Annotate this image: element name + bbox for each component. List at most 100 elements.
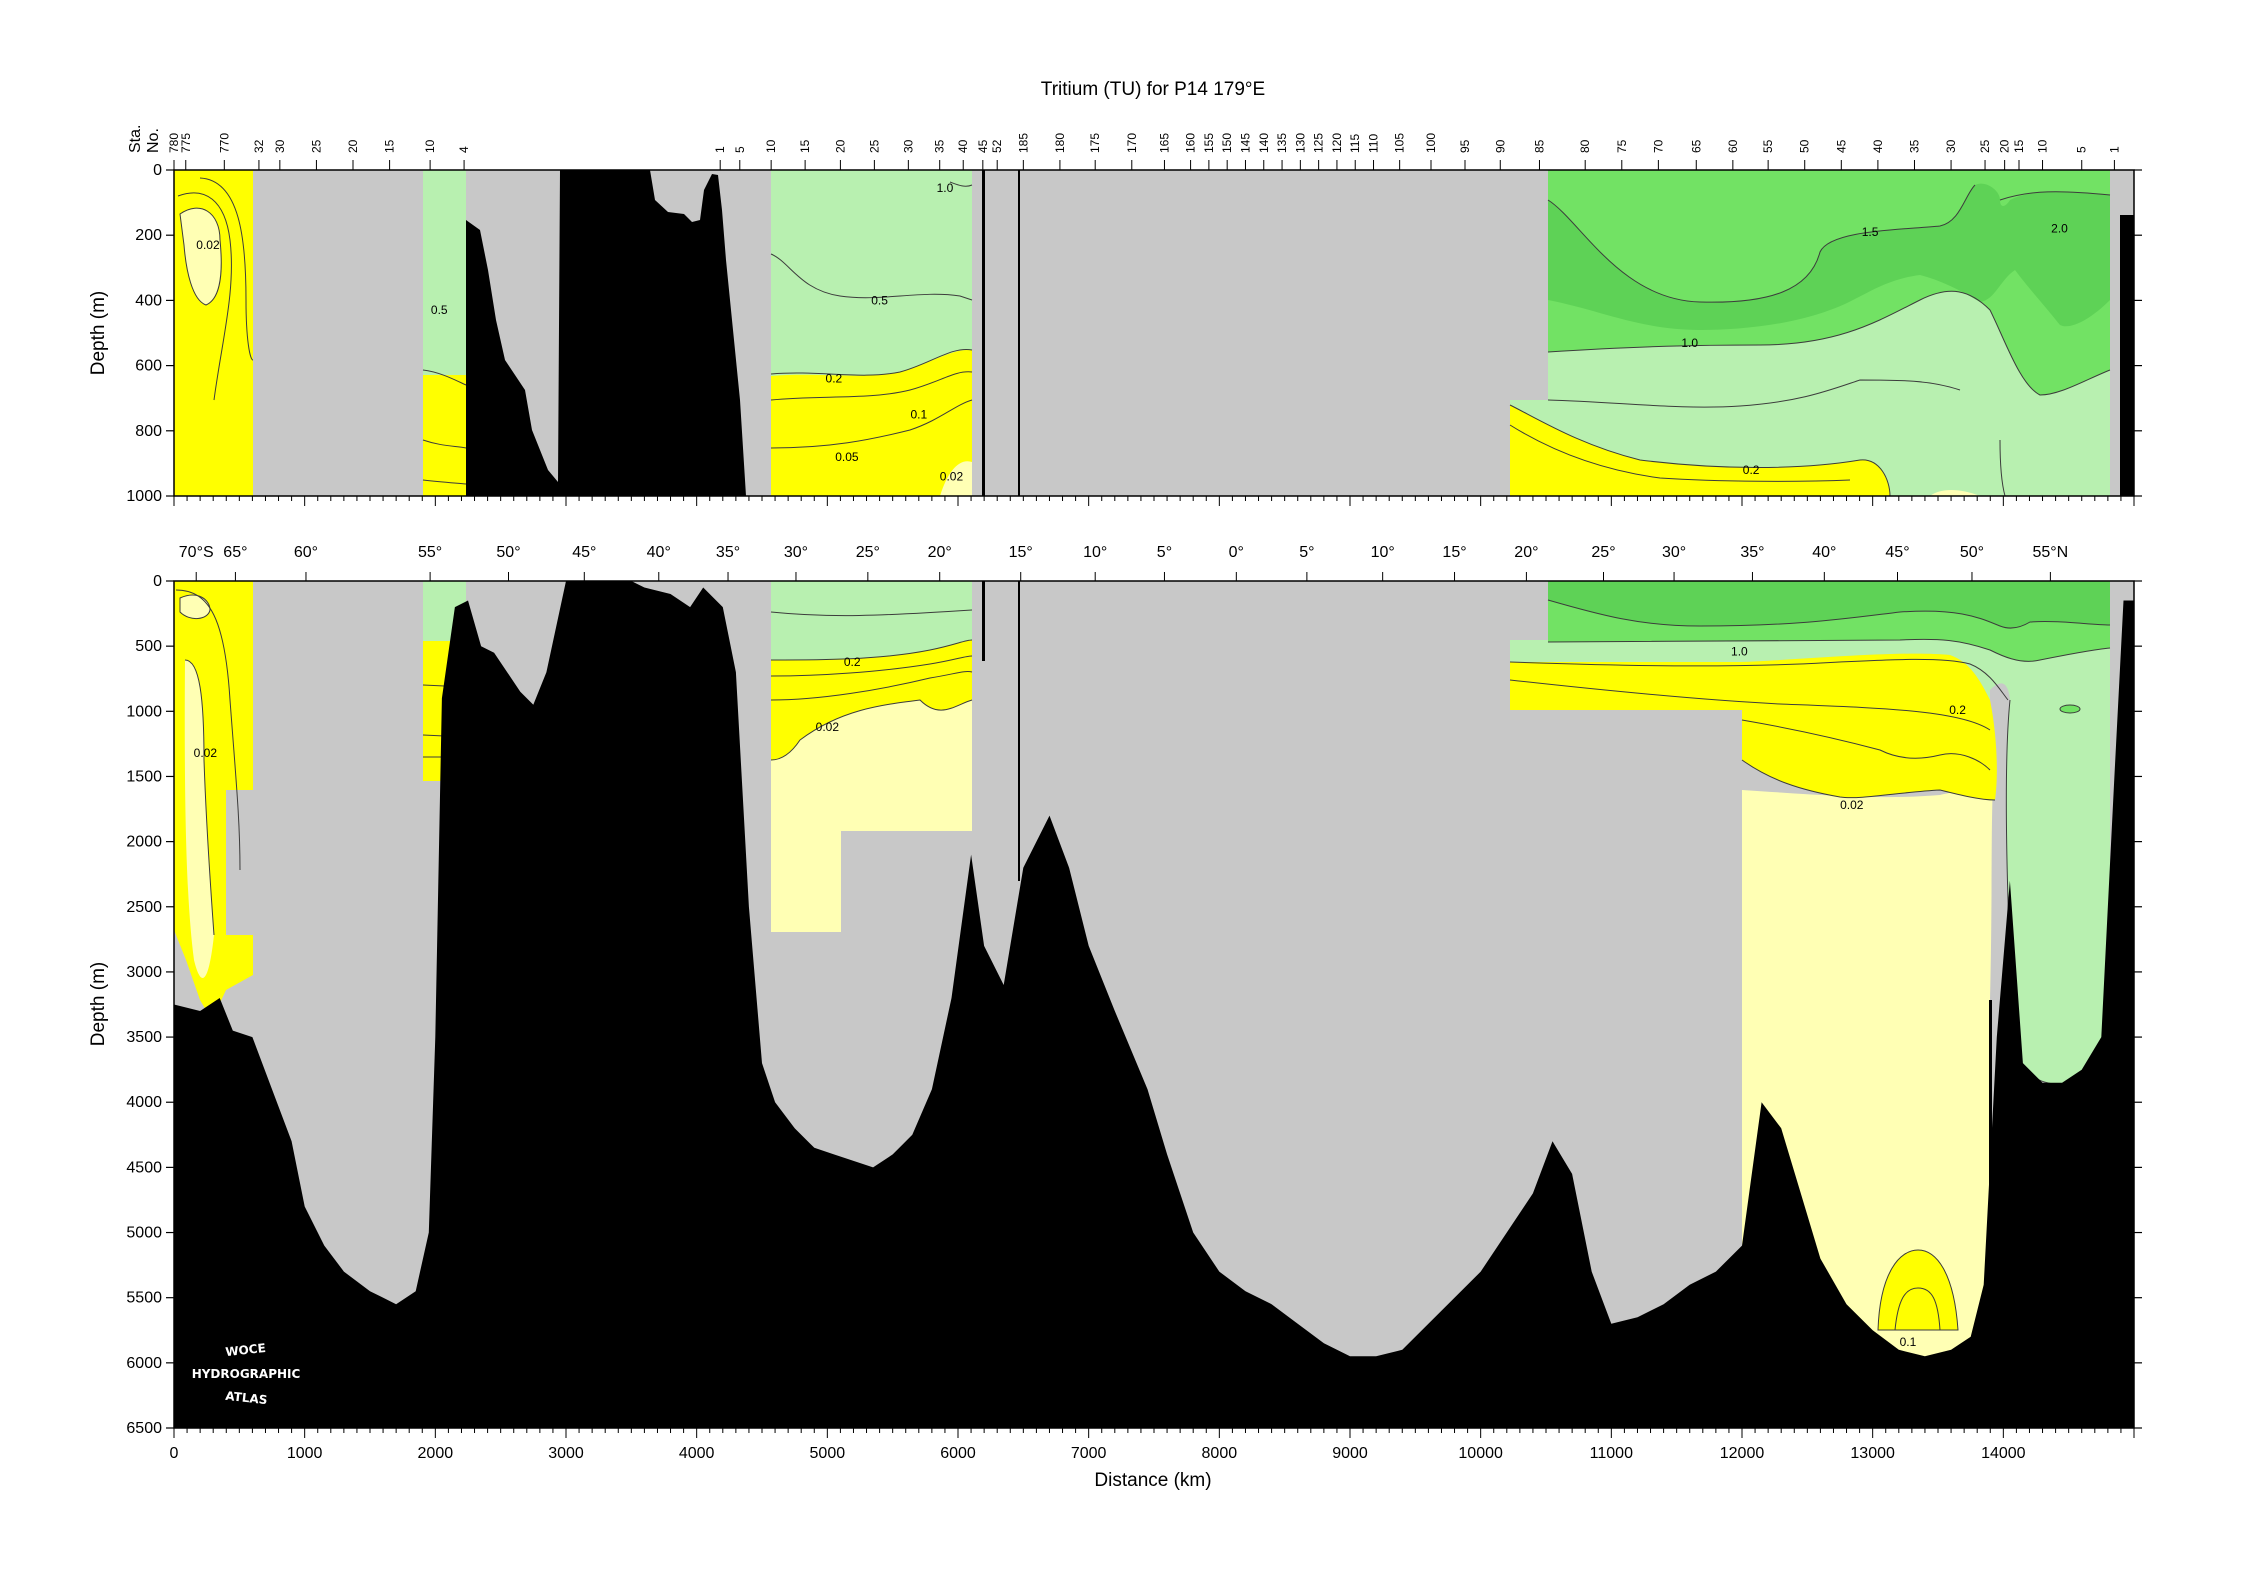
- station-label: 40: [956, 139, 970, 153]
- bottom-equatorial-line: [982, 581, 985, 661]
- top-y-axis-label: Depth (m): [88, 291, 109, 375]
- top-south-contour: [199, 177, 254, 361]
- top-section-30s: [770, 170, 973, 496]
- y-tick-label: 600: [135, 358, 162, 375]
- contour-label: 1.5: [1862, 225, 1879, 239]
- latitude-label: 40°: [1812, 544, 1836, 561]
- bottom-30s-contour: [770, 655, 973, 677]
- top-contour-labels: 0.02 0.5 1.0 0.5 0.2 0.1 0.05 0.02 1.5 2.0 1.0 0.2: [196, 181, 2068, 484]
- station-label: 120: [1330, 133, 1344, 153]
- station-label: 780: [167, 133, 181, 153]
- latitude-label: 65°: [223, 544, 247, 561]
- station-label: 20: [833, 139, 847, 153]
- top-bathymetry: [466, 170, 746, 496]
- station-label: 35: [1907, 139, 1921, 153]
- top-north-pale: [1930, 490, 1980, 496]
- latitude-label: 10°: [1083, 544, 1107, 561]
- contour-label: 0.2: [1743, 463, 1760, 477]
- y-tick-label: 5500: [126, 1290, 162, 1307]
- station-label: 15: [798, 139, 812, 153]
- bottom-north-trench-line: [1989, 1000, 1992, 1428]
- top-north-section: [1509, 170, 2111, 496]
- bottom-north-contour: [1509, 658, 2009, 701]
- y-tick-label: 4000: [126, 1094, 162, 1111]
- y-tick-label: 2000: [126, 834, 162, 851]
- station-label: 115: [1348, 134, 1362, 153]
- y-tick-label: 1000: [126, 703, 162, 720]
- latitude-label: 15°: [1009, 544, 1033, 561]
- bottom-south-pale: [184, 660, 214, 978]
- bottom-15n-line: [1018, 581, 1020, 881]
- woce-logo: WOCE HYDROGRAPHIC ATLAS: [192, 1341, 301, 1407]
- contour-label: 0.5: [871, 293, 888, 307]
- y-tick-label: 3500: [126, 1029, 162, 1046]
- station-label: 165: [1157, 133, 1171, 153]
- station-label: 30: [901, 139, 915, 153]
- woce-logo-line1: WOCE: [225, 1341, 267, 1359]
- latitude-label: 60°: [294, 544, 318, 561]
- bottom-panel: 0.2 0.02 0.02 1.0 0.2 0.02 0.1 WOCE HYDROGRAPH…: [88, 573, 2142, 1437]
- y-tick-label: 0: [153, 162, 162, 179]
- top-55s-contour: [422, 479, 467, 485]
- station-label: 90: [1493, 139, 1507, 153]
- top-north-contour-10: [1547, 290, 2111, 396]
- contour-label: 1.0: [937, 181, 954, 195]
- latitude-label: 30°: [784, 544, 808, 561]
- contour-label: 0.02: [196, 238, 220, 252]
- station-label: 110: [1367, 134, 1381, 153]
- latitude-label: 5°: [1157, 544, 1172, 561]
- bottom-30s-contour: [770, 639, 973, 661]
- x-tick-label: 13000: [1850, 1445, 1895, 1462]
- station-label: 30: [273, 139, 287, 153]
- bottom-north-yellow: [1510, 653, 1997, 800]
- station-label: 135: [1275, 133, 1289, 153]
- station-label: 45: [1834, 139, 1848, 153]
- contour-label: 0.1: [910, 408, 927, 422]
- bottom-contour-labels: 0.2 0.02 0.02 1.0 0.2 0.02 0.1: [194, 644, 1967, 1349]
- top-section-55s: [422, 170, 467, 496]
- station-label: 185: [1016, 133, 1030, 153]
- x-tick-label: 1000: [287, 1445, 323, 1462]
- station-label: 25: [1978, 139, 1992, 153]
- latitude-axis: 70°S 65° 60° 55° 50° 45° 40° 35° 30° 25° 20° 15° 10°…: [179, 544, 2068, 581]
- station-label: 10: [2036, 139, 2050, 153]
- x-tick-label: 6000: [940, 1445, 976, 1462]
- contour-label: 0.2: [844, 655, 861, 669]
- top-30s-low: [940, 461, 972, 496]
- y-tick-label: 5000: [126, 1225, 162, 1242]
- contour-label: 0.02: [1840, 798, 1864, 812]
- top-55s-green: [423, 170, 466, 375]
- y-tick-label: 500: [135, 638, 162, 655]
- y-tick-label: 1000: [126, 488, 162, 505]
- station-label: 100: [1424, 133, 1438, 153]
- y-tick-label: 3000: [126, 964, 162, 981]
- y-tick-label: 0: [153, 573, 162, 590]
- latitude-label: 70°S: [179, 544, 214, 561]
- station-label: 105: [1393, 133, 1407, 153]
- latitude-label: 55°: [418, 544, 442, 561]
- bottom-south-pale-top: [179, 594, 211, 619]
- bottom-30s-green: [771, 581, 972, 660]
- x-tick-label: 12000: [1720, 1445, 1765, 1462]
- latitude-label: 35°: [716, 544, 740, 561]
- latitude-label: 45°: [1885, 544, 1909, 561]
- station-label: 770: [217, 133, 231, 153]
- bottom-30s-contour: [770, 609, 973, 617]
- y-tick-label: 400: [135, 292, 162, 309]
- x-tick-label: 9000: [1332, 1445, 1368, 1462]
- top-55s-yellow: [423, 375, 466, 496]
- top-55s-contour: [422, 369, 467, 386]
- latitude-label: 5°: [1299, 544, 1314, 561]
- bottom-north-dome-contour: [1894, 1287, 1941, 1331]
- top-30s-contour-01: [770, 371, 973, 401]
- top-panel: 0.020.51.00.50.20.10.050.021.5 2.01.00.2 …: [88, 162, 2142, 505]
- x-tick-label: 14000: [1981, 1445, 2026, 1462]
- top-north-contour-05: [1547, 379, 1961, 408]
- latitude-label: 50°: [496, 544, 520, 561]
- bottom-north-contour: [1547, 599, 2111, 629]
- top-south-section: [174, 170, 254, 496]
- station-label: 10: [764, 139, 778, 153]
- station-label: 5: [733, 146, 747, 153]
- station-label: 1: [2107, 146, 2121, 153]
- station-label: 15: [2012, 139, 2026, 153]
